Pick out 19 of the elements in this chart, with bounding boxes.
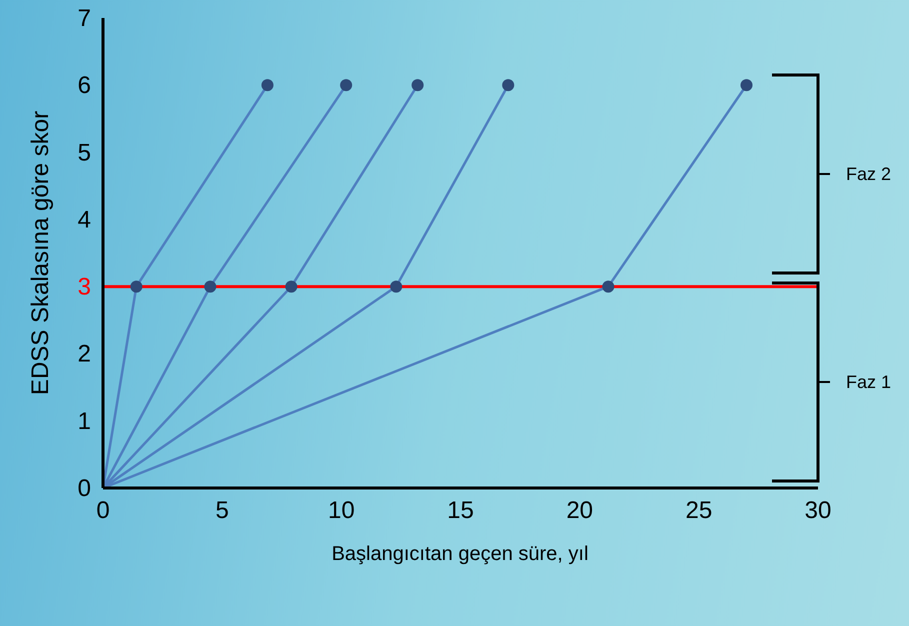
x-tick-label: 10 [328,497,355,524]
y-axis-title: EDSS Skalasına göre skor [27,110,54,396]
x-tick-label: 30 [804,497,832,524]
y-tick-label: 5 [78,139,91,166]
x-tick-label: 15 [447,497,474,524]
y-tick-label: 4 [78,206,91,234]
text: Faz 2 [846,164,892,184]
text: Faz 1 [846,372,892,392]
y-tick-label: 6 [78,72,91,100]
x-tick-label: 25 [685,497,712,524]
y-tick-label: 3 [78,274,91,301]
y-tick-label: 0 [78,475,91,502]
x-tick-label: 0 [96,497,110,524]
x-axis-title: Başlangıcıtan geçen süre, yıl [332,543,588,565]
y-tick-label: 2 [78,340,91,368]
x-tick-label: 5 [215,497,229,524]
y-tick-label: 1 [78,408,91,435]
y-tick-label: 7 [78,5,91,32]
x-tick-label: 20 [566,497,594,524]
